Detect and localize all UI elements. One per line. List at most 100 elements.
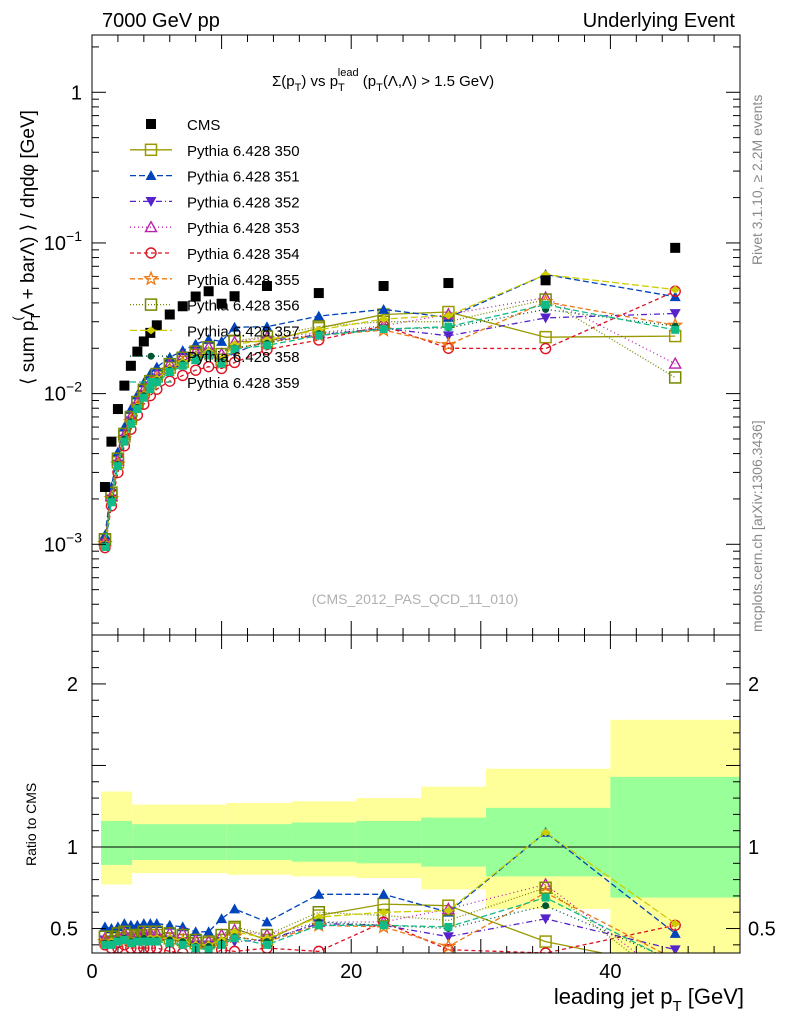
series-359-ratio-point (126, 939, 135, 948)
cms-point (99, 482, 110, 493)
chart-title: Σ(pT) vs pTlead (pT(Λ,Λ) > 1.5 GeV) (272, 67, 494, 94)
series-351-ratio-point (261, 916, 273, 927)
series-354-line (104, 290, 676, 548)
series-359-line (104, 304, 676, 548)
cms-point (138, 336, 149, 347)
ratio-y-tick-label-right: 1 (748, 837, 759, 859)
series-358-line (104, 308, 676, 545)
series-359-ratio-point (541, 893, 550, 902)
legend-marker-359 (147, 378, 155, 386)
y-axis-label: ⟨ sum pT(Λ + barΛ) ⟩ / dηdφ [GeV] (10, 110, 43, 385)
rivet-side-label: Rivet 3.1.10, ≥ 2.2M events (749, 95, 765, 265)
series-354-ratio-point (205, 952, 212, 953)
series-357-ratio-point (540, 828, 551, 837)
legend-label-358: Pythia 6.428 358 (187, 349, 300, 366)
ratio-y-tick-label-right: 0.5 (748, 919, 776, 941)
series-350-ratio-point (670, 962, 681, 973)
series-354-ratio-point (228, 945, 241, 953)
legend-label-359: Pythia 6.428 359 (187, 375, 300, 392)
series-354-ratio-point (442, 944, 455, 953)
series-351-ratio-point (378, 888, 390, 899)
series-359-ratio-point (671, 959, 679, 967)
cms-point (443, 278, 454, 289)
series-359-point (314, 331, 323, 340)
legend-label-352: Pythia 6.428 352 (187, 194, 300, 211)
series-354-main (99, 285, 681, 554)
legend-label-353: Pythia 6.428 353 (187, 220, 300, 237)
legend-label-354: Pythia 6.428 354 (187, 246, 300, 263)
series-355-ratio-point (440, 938, 457, 953)
series-359-ratio-point (107, 940, 116, 949)
series-359-ratio-point (314, 921, 323, 930)
series-351-point (216, 335, 228, 346)
series-359-point (126, 419, 135, 428)
legend-marker-353 (144, 220, 158, 233)
legend-marker-352 (145, 197, 157, 207)
series-359-ratio-point (262, 940, 271, 949)
series-359-ratio-point (146, 937, 155, 946)
series-350-point (539, 330, 552, 344)
series-359-ratio-point (139, 937, 148, 946)
series-354-point (202, 360, 215, 373)
series-358-ratio-point (542, 902, 550, 910)
legend-label-355: Pythia 6.428 355 (187, 272, 300, 289)
series-357-ratio-point (229, 927, 240, 936)
series-358-ratio-point (672, 958, 679, 965)
legend: CMS Pythia 6.428 350 Pythia 6.428 351 Pythi… (130, 117, 300, 392)
series-352-ratio-point (669, 945, 681, 953)
x-tick-label-20: 20 (340, 961, 362, 983)
legend-marker-355 (143, 270, 159, 286)
series-359-point (113, 462, 122, 471)
series-353-ratio-point (538, 877, 553, 890)
cms-point (313, 288, 324, 299)
axis-ticks (91, 35, 741, 953)
header-right: Underlying Event (583, 10, 736, 32)
ratio-plot-series (97, 826, 681, 973)
series-359-point (230, 345, 239, 354)
ratio-y-tick-label-left: 0.5 (50, 919, 78, 941)
series-359-point (165, 368, 174, 377)
x-tick-label-40: 40 (599, 961, 621, 983)
series-356-ratio-point (539, 881, 552, 895)
cms-point (151, 320, 162, 331)
series-356-line (104, 298, 676, 540)
series-351-point (261, 321, 273, 332)
series-352-point (442, 331, 454, 342)
series-355-ratio-point (674, 951, 676, 953)
series-359-ratio-point (165, 939, 174, 948)
legend-marker-350 (144, 143, 158, 157)
cms-point (164, 309, 175, 320)
series-354-point (228, 356, 241, 369)
legend-marker-351 (145, 170, 157, 180)
series-351-ratio-point (216, 913, 228, 924)
series-354-point (189, 364, 202, 376)
series-359-point (379, 325, 388, 334)
legend-label-cms: CMS (187, 117, 220, 134)
series-359-ratio-point (113, 937, 122, 946)
band-green-7 (610, 776, 740, 898)
series-357-point (670, 285, 681, 294)
plot-frame (91, 34, 741, 954)
series-359-point (671, 325, 680, 334)
series-359-point (204, 351, 213, 360)
series-357-point (378, 314, 389, 323)
series-354-point (442, 342, 455, 354)
series-359-ratio-point (120, 935, 129, 944)
band-green-2 (226, 824, 292, 861)
y-tick-label: 1 (71, 82, 82, 104)
series-356-ratio-line (105, 887, 632, 953)
series-359-point (100, 542, 109, 551)
legend-label-350: Pythia 6.428 350 (187, 143, 300, 160)
cms-point (670, 242, 681, 253)
legend-marker-357 (146, 326, 156, 335)
x-tick-label-0: 0 (86, 961, 97, 983)
series-352-ratio-point (442, 932, 454, 943)
cms-point (378, 280, 389, 291)
cms-point (540, 275, 551, 286)
series-359-ratio-point (100, 940, 109, 949)
series-352-point (540, 313, 552, 324)
main-plot-series (97, 242, 684, 554)
series-354-point (164, 375, 176, 387)
series-354-point (177, 369, 189, 382)
